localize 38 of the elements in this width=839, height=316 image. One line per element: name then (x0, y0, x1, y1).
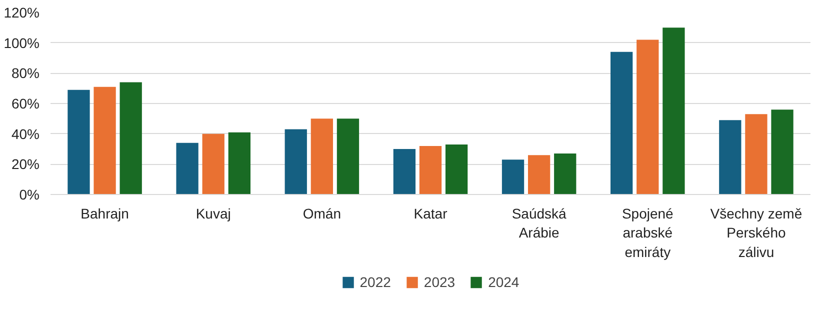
bar (610, 52, 633, 194)
bar (120, 82, 142, 194)
bar (393, 149, 416, 194)
bar (528, 155, 550, 194)
x-tick-label: Bahrajn (80, 206, 129, 222)
y-tick-label: 100% (4, 34, 40, 51)
x-tick-label: Omán (302, 206, 341, 222)
legend-label: 2024 (488, 274, 520, 290)
y-tick-label: 0% (19, 186, 40, 202)
x-tick-label: Kuvaj (196, 206, 231, 222)
bar (176, 142, 198, 194)
bar (554, 154, 576, 194)
bar (284, 129, 307, 194)
y-tick-label: 60% (11, 96, 40, 112)
bar (419, 146, 442, 194)
bar (719, 120, 742, 194)
bar (745, 114, 768, 194)
bar (502, 160, 524, 194)
legend-label: 2023 (424, 274, 456, 290)
bar (68, 90, 90, 194)
y-tick-label: 120% (4, 4, 40, 20)
bar (336, 118, 360, 194)
bar (636, 40, 659, 194)
x-tick-label: Spojené arabské emiráty (622, 206, 674, 260)
bar (662, 28, 685, 194)
legend-label: 2022 (360, 274, 391, 290)
x-tick-label: Katar (414, 206, 448, 222)
bar (310, 118, 334, 194)
bar (771, 110, 794, 194)
x-tick-label: Saúdská Arábie (512, 206, 567, 241)
y-tick-label: 80% (11, 65, 40, 82)
y-tick-label: 20% (11, 156, 40, 172)
bar (445, 144, 468, 194)
bar (94, 86, 116, 194)
bar (228, 132, 250, 194)
bar (202, 134, 224, 194)
y-tick-label: 40% (11, 126, 40, 142)
x-tick-label: Všechny země Perského zálivu (710, 206, 802, 260)
